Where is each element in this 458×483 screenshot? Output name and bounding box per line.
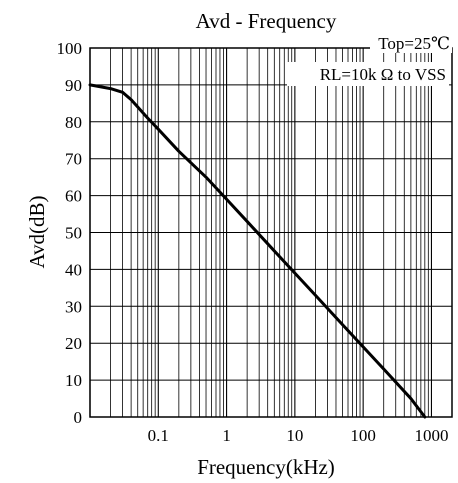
y-tick-label: 70 <box>65 150 82 169</box>
y-tick-label: 100 <box>57 39 83 58</box>
y-tick-label: 50 <box>65 224 82 243</box>
chart-title: Avd - Frequency <box>196 9 337 33</box>
y-tick-label: 0 <box>74 408 83 427</box>
y-tick-label: 30 <box>65 297 82 316</box>
x-tick-label: 10 <box>286 426 303 445</box>
x-tick-label: 100 <box>350 426 376 445</box>
y-tick-label: 60 <box>65 187 82 206</box>
avd-curve-line <box>88 83 427 419</box>
rl-annotation-bg <box>287 62 449 86</box>
y-tick-label: 90 <box>65 76 82 95</box>
top-annotation: Top=25℃ <box>378 34 450 53</box>
x-tick-label: 0.1 <box>148 426 169 445</box>
grid <box>89 47 453 418</box>
x-tick-label: 1 <box>222 426 231 445</box>
y-tick-label: 80 <box>65 113 82 132</box>
x-tick-labels: 0.1 1 10 100 1000 <box>148 426 449 445</box>
x-tick-label: 1000 <box>414 426 448 445</box>
y-tick-labels: 0 10 20 30 40 50 60 70 80 90 100 <box>57 39 83 427</box>
plot-frame <box>89 47 453 418</box>
y-tick-label: 20 <box>65 334 82 353</box>
rl-annotation: RL=10k Ω to VSS <box>320 65 446 84</box>
y-axis-label: Avd(dB) <box>25 195 49 268</box>
y-tick-label: 40 <box>65 260 82 279</box>
y-tick-label: 10 <box>65 371 82 390</box>
top-annotation-bg <box>370 33 452 53</box>
x-axis-label: Frequency(kHz) <box>197 455 335 479</box>
